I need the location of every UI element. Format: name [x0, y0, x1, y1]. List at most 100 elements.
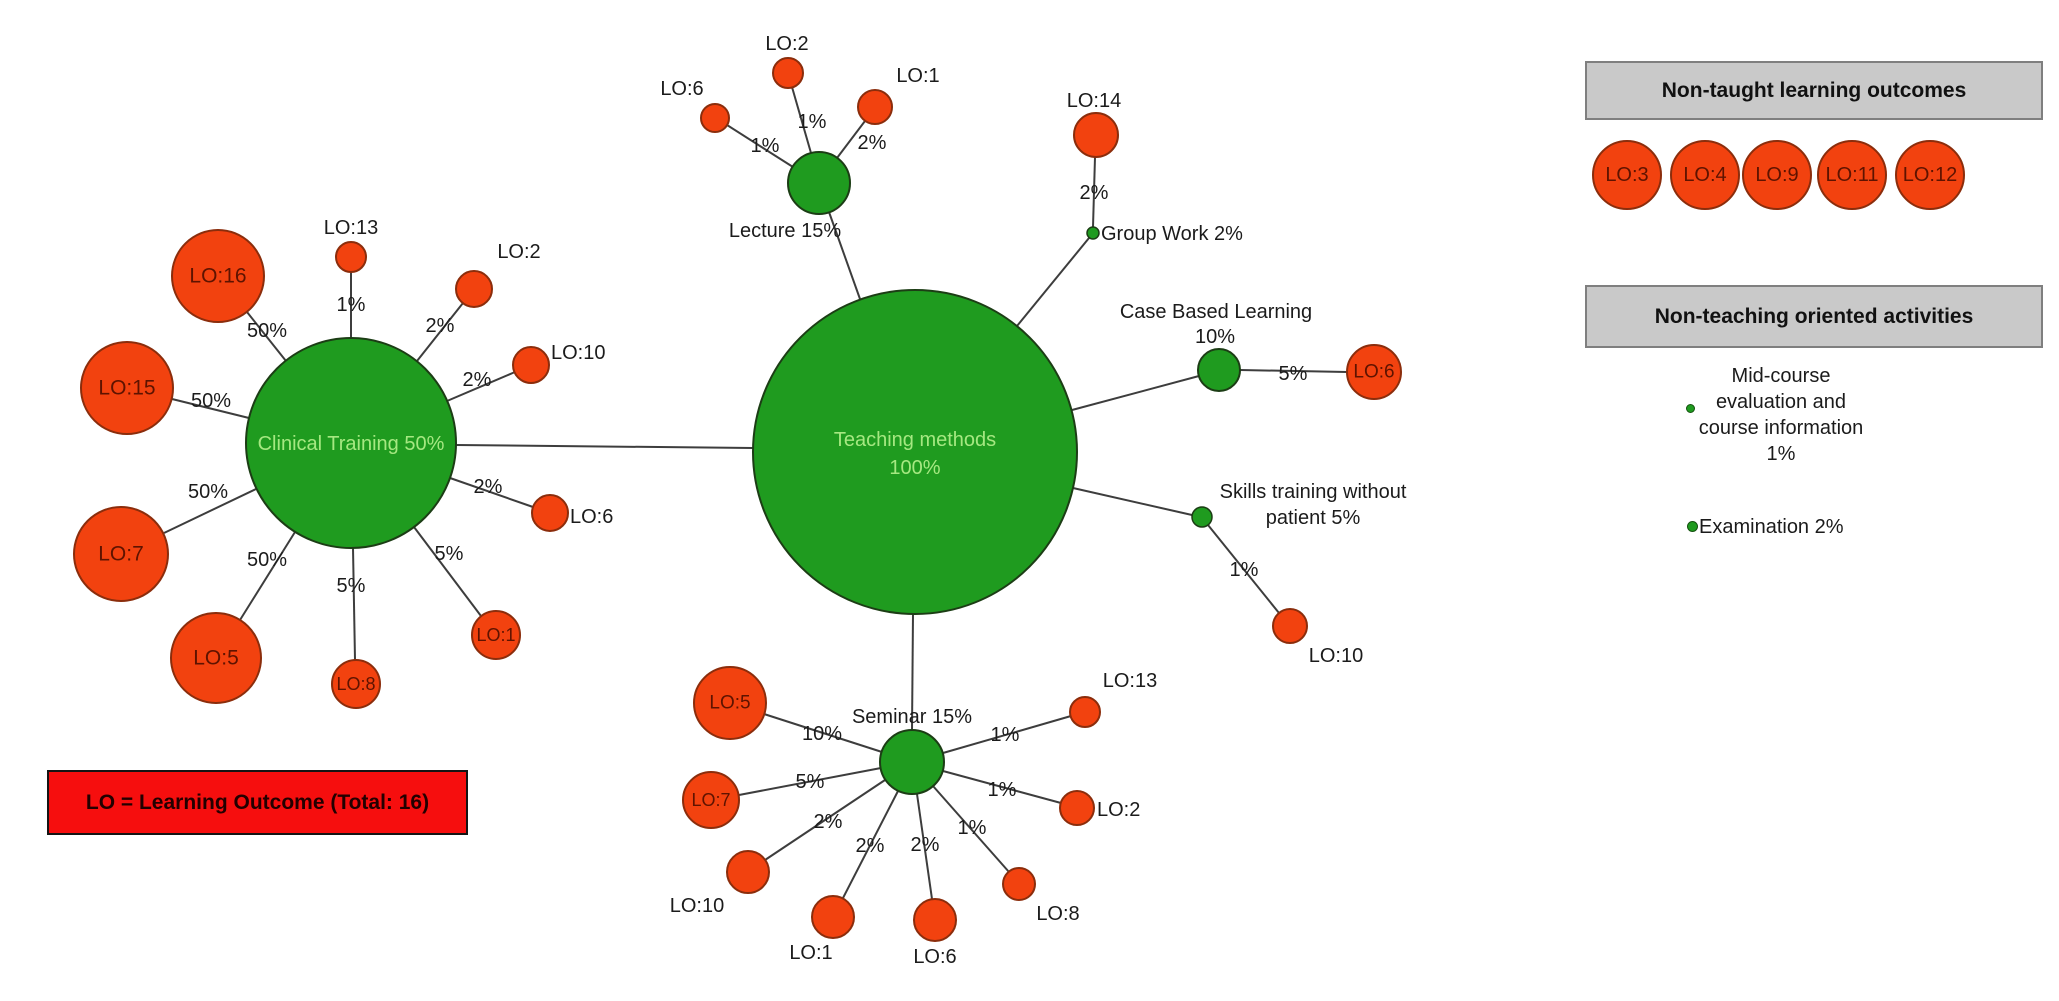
non-taught-lo12: LO:12	[1895, 140, 1965, 210]
node-lecture-lo2	[772, 57, 804, 89]
edge-label: 2%	[474, 476, 503, 498]
edge-teaching-clinical	[455, 444, 754, 449]
node-clinical-lo15	[80, 341, 174, 435]
mid-course-line3: course information	[1698, 417, 1864, 439]
edge-clinical-lo7	[163, 488, 257, 534]
edge-seminar-lo13	[942, 715, 1072, 754]
edge-clinical-lo8	[352, 547, 356, 661]
edge-label: 10%	[802, 723, 842, 745]
node-skills-lo10	[1272, 608, 1308, 644]
lecture-label: Lecture 15%	[729, 220, 842, 242]
edge-label: 1%	[991, 724, 1020, 746]
edge-label: 2%	[426, 315, 455, 337]
edge-seminar-lo6	[916, 793, 933, 900]
lecture-lo1-label: LO:1	[896, 65, 939, 87]
mid-course-line1: Mid-course	[1731, 365, 1831, 387]
edge-teaching-groupwork	[1016, 237, 1090, 327]
edge-label: 50%	[191, 390, 231, 412]
edge-clinical-lo2	[416, 302, 464, 362]
edge-label: 1%	[751, 135, 780, 157]
node-clinical-lo1	[471, 610, 521, 660]
node-clinical-lo8	[331, 659, 381, 709]
skills-label-line2: patient 5%	[1266, 507, 1361, 529]
edge-cbl-lo6	[1239, 369, 1348, 373]
edge-label: 1%	[337, 294, 366, 316]
non-taught-header: Non-taught learning outcomes	[1585, 61, 2043, 120]
edge-seminar-lo2	[942, 770, 1062, 804]
teaching-methods-label: Teaching methods	[834, 429, 996, 451]
edge-seminar-lo5	[763, 713, 883, 753]
clinical-lo1-label: LO:1	[476, 625, 515, 645]
node-seminar-lo8	[1002, 867, 1036, 901]
edge-clinical-lo10	[446, 371, 516, 402]
edge-label: 1%	[958, 817, 987, 839]
edge-teaching-lecture	[828, 211, 861, 300]
mid-course-text: Mid-course evaluation and course informa…	[1681, 363, 1881, 467]
edge-seminar-lo8	[932, 785, 1010, 873]
node-lecture	[787, 151, 851, 215]
node-cbl-lo6	[1346, 344, 1402, 400]
non-taught-lo9: LO:9	[1742, 140, 1812, 210]
node-seminar-lo7	[682, 771, 740, 829]
edge-label: 2%	[911, 834, 940, 856]
mid-course-dot	[1686, 404, 1695, 413]
node-seminar-lo5	[693, 666, 767, 740]
node-clinical-lo10	[512, 346, 550, 384]
node-lecture-lo6	[700, 103, 730, 133]
clinical-lo15-label: LO:15	[98, 377, 155, 400]
lo12-label: LO:12	[1902, 163, 1958, 186]
node-teaching-methods	[752, 289, 1078, 615]
skills-label-line1: Skills training without	[1220, 481, 1407, 503]
edge-teaching-cbl	[1071, 375, 1200, 411]
node-clinical-training	[245, 337, 457, 549]
lo9-label: LO:9	[1755, 163, 1799, 186]
clinical-lo6-label: LO:6	[570, 506, 613, 528]
node-clinical-lo16	[171, 229, 265, 323]
edge-skills-lo10	[1207, 524, 1280, 614]
edge-label: 2%	[856, 835, 885, 857]
node-seminar-lo6	[913, 898, 957, 942]
edge-label: 5%	[435, 543, 464, 565]
node-seminar-lo1	[811, 895, 855, 939]
edge-seminar-lo7	[738, 767, 882, 796]
seminar-lo6-label: LO:6	[913, 946, 956, 968]
node-skills-training	[1191, 506, 1213, 528]
edge-teaching-skills	[1072, 487, 1193, 516]
clinical-lo2-label: LO:2	[497, 241, 540, 263]
edge-label: 5%	[337, 575, 366, 597]
edge-teaching-seminar	[911, 613, 914, 731]
edge-clinical-lo5	[239, 531, 296, 621]
node-group-work	[1086, 226, 1100, 240]
skills-lo10-label: LO:10	[1309, 645, 1363, 667]
edge-label: 2%	[814, 811, 843, 833]
node-clinical-lo7	[73, 506, 169, 602]
edge-clinical-lo16	[246, 311, 287, 362]
lecture-lo6-label: LO:6	[660, 78, 703, 100]
node-seminar-lo10	[726, 850, 770, 894]
groupwork-lo14-label: LO:14	[1067, 90, 1121, 112]
seminar-lo5-label: LO:5	[709, 693, 750, 714]
node-seminar	[879, 729, 945, 795]
edge-label: 1%	[798, 111, 827, 133]
edge-seminar-lo10	[764, 779, 886, 861]
clinical-lo13-label: LO:13	[324, 217, 378, 239]
non-teaching-header-label: Non-teaching oriented activities	[1654, 304, 1974, 328]
lecture-lo2-label: LO:2	[765, 33, 808, 55]
examination-label: Examination 2%	[1699, 516, 1844, 538]
non-taught-lo4: LO:4	[1670, 140, 1740, 210]
seminar-lo2-label: LO:2	[1097, 799, 1140, 821]
edge-label: 1%	[988, 779, 1017, 801]
edge-label: 5%	[796, 771, 825, 793]
node-seminar-lo2	[1059, 790, 1095, 826]
edge-clinical-lo15	[171, 398, 250, 419]
edge-label: 50%	[188, 481, 228, 503]
seminar-lo1-label: LO:1	[789, 942, 832, 964]
node-clinical-lo13	[335, 241, 367, 273]
legend-text: LO = Learning Outcome (Total: 16)	[85, 790, 430, 814]
cbl-label-line1: Case Based Learning	[1120, 301, 1312, 323]
edge-label: 2%	[463, 369, 492, 391]
node-clinical-lo2	[455, 270, 493, 308]
node-case-based-learning	[1197, 348, 1241, 392]
